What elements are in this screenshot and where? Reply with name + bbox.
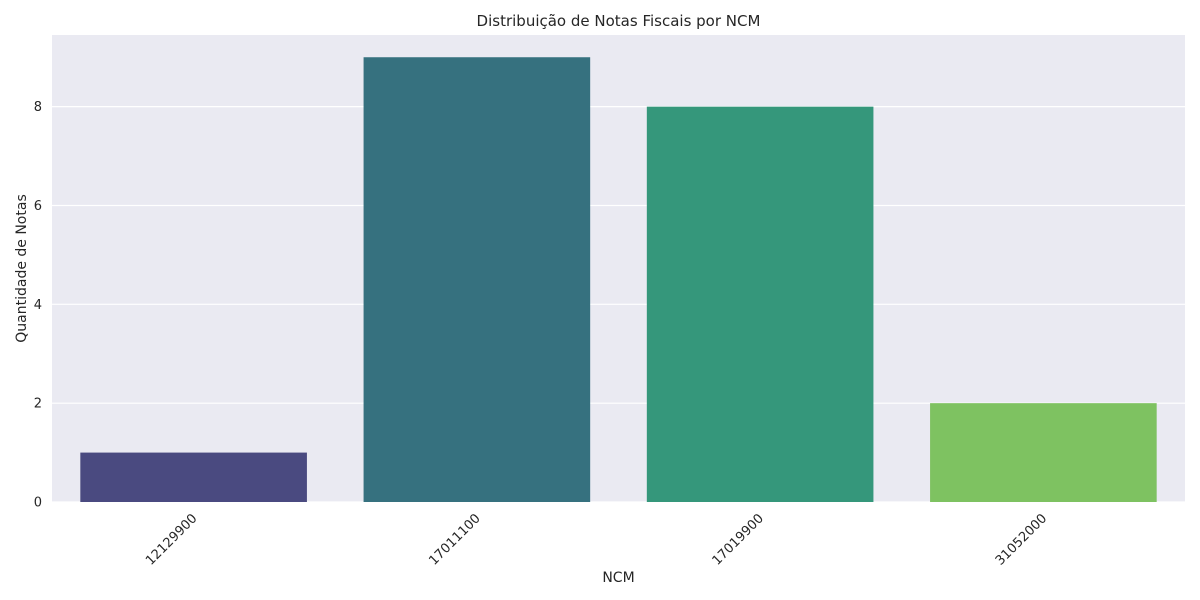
- y-axis-label: Quantidade de Notas: [14, 194, 30, 343]
- bar-31052000: [930, 403, 1157, 502]
- y-axis-ticks: 0 2 4 6 8: [34, 100, 42, 510]
- y-tick-label: 0: [34, 496, 42, 511]
- bar-17019900: [646, 106, 874, 503]
- y-tick-label: 6: [34, 199, 42, 214]
- chart-title: Distribuição de Notas Fiscais por NCM: [477, 12, 761, 30]
- y-tick-label: 8: [34, 100, 42, 115]
- bar-12129900: [80, 452, 307, 502]
- y-tick-label: 4: [34, 298, 42, 313]
- x-axis-label: NCM: [602, 570, 634, 586]
- y-tick-label: 2: [34, 397, 42, 412]
- bar-17011100: [363, 57, 591, 502]
- bars: [80, 57, 1157, 503]
